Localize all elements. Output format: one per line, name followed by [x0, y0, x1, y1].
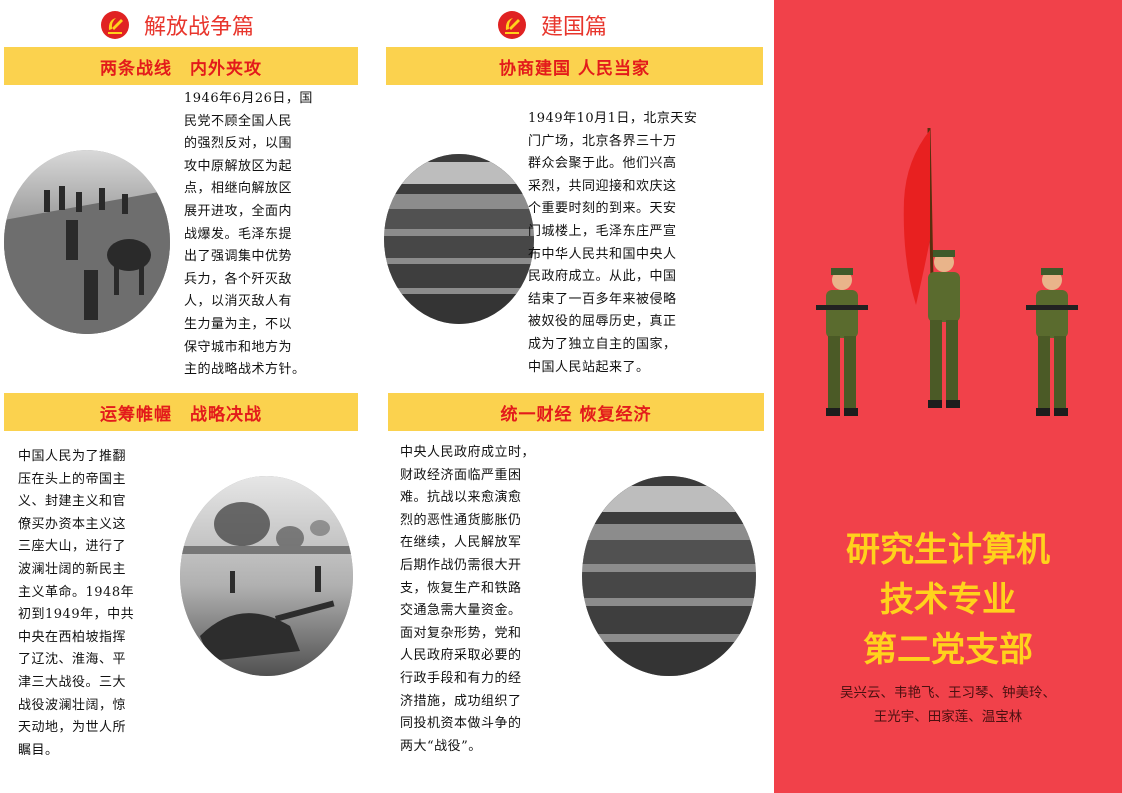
text-line: 僚买办资本主义这 [18, 516, 127, 532]
text-line: 采烈，共同迎接和欢庆这 [528, 178, 677, 194]
text-line: 战爆发。毛泽东提 [184, 226, 293, 242]
text-line: 交通急需大量资金。 [400, 603, 522, 619]
text-line: 民党不顾全国人民 [184, 113, 293, 129]
text-line: 天动地，为世人所 [18, 720, 127, 736]
right-soldier [1026, 268, 1078, 416]
text-line: 中央人民政府成立时， [400, 445, 536, 460]
left-soldier [816, 268, 868, 416]
text-line: 中央在西柏坡指挥 [18, 629, 127, 645]
text-line: 攻中原解放区为起 [184, 158, 293, 174]
text-line: 义、封建主义和官 [18, 494, 127, 510]
section-heading-text: 两条战线 内外夹攻 [100, 58, 262, 79]
text-line: 财政经济面临严重困 [400, 467, 522, 483]
text-line: 压在头上的帝国主 [18, 471, 127, 487]
text-line: 民政府成立。从此，中国 [528, 269, 677, 285]
text-line: 面对复杂形势，党和 [400, 625, 522, 641]
text-line: 展开进攻，全面内 [184, 203, 293, 219]
economy-paragraph: 中央人民政府成立时， 财政经济面临严重困 难。抗战以来愈演愈 烈的恶性通货膨胀仍… [400, 442, 580, 758]
economy-group-photo [582, 476, 756, 676]
cover-title: 研究生计算机 技术专业 第二党支部 [774, 525, 1122, 675]
text-line: 布中华人民共和国中央人 [528, 246, 677, 262]
section-heading-founding: 协商建国 人民当家 [386, 47, 763, 85]
text-line: 瞩目。 [18, 742, 59, 758]
text-line: 战役波澜壮阔，惊 [18, 697, 127, 713]
text-line: 初到1949年，中共 [18, 607, 135, 623]
cover-title-line: 技术专业 [880, 580, 1016, 620]
founding-group-image [384, 154, 534, 324]
section-heading-economy: 统一财经 恢复经济 [388, 393, 764, 431]
battlefield-image [180, 476, 353, 676]
section1-paragraph: 1946年6月26日，国 民党不顾全国人民 的强烈反对，以围 攻中原解放区为起 … [184, 88, 359, 382]
section2-paragraph: 中国人民为了推翻 压在头上的帝国主 义、封建主义和官 僚买办资本主义这 三座大山… [18, 446, 173, 762]
text-line: 主的战略战术方针。 [184, 362, 306, 378]
left-column-title-text: 解放战争篇 [144, 15, 255, 40]
text-line: 波澜壮阔的新民主 [18, 561, 127, 577]
center-soldier [928, 250, 960, 408]
text-line: 点，相继向解放区 [184, 181, 293, 197]
text-line: 门广场，北京各界三十万 [528, 133, 677, 149]
member-line: 吴兴云、韦艳飞、王习琴、钟美玲、 [840, 685, 1056, 701]
member-line: 王光宇、田家莲、温宝林 [873, 709, 1023, 725]
economy-group-image [582, 476, 756, 676]
text-line: 济措施，成功组织了 [400, 693, 522, 709]
party-emblem-icon [498, 11, 526, 39]
text-line: 门城楼上，毛泽东庄严宣 [528, 223, 677, 239]
text-line: 两大“战役”。 [400, 738, 482, 754]
text-line: 中国人民站起来了。 [528, 359, 650, 375]
founding-paragraph: 1949年10月1日，北京天安 门广场，北京各界三十万 群众会聚于此。他们兴高 … [528, 108, 753, 379]
text-line: 成为了独立自主的国家， [528, 336, 677, 352]
text-line: 出了强调集中优势 [184, 249, 293, 265]
text-line: 的强烈反对，以围 [184, 136, 293, 152]
battlefield-photo [180, 476, 353, 676]
text-line: 了辽沈、淮海、平 [18, 652, 127, 668]
text-line: 支，恢复生产和铁路 [400, 580, 522, 596]
text-line: 人，以消灭敌人有 [184, 294, 293, 310]
text-line: 人民政府采取必要的 [400, 648, 522, 664]
text-line: 群众会聚于此。他们兴高 [528, 156, 677, 172]
cover-title-line: 研究生计算机 [846, 530, 1050, 570]
text-line: 生力量为主，不以 [184, 316, 293, 332]
section-heading-two-fronts: 两条战线 内外夹攻 [4, 47, 358, 85]
text-line: 行政手段和有力的经 [400, 670, 522, 686]
section-heading-text: 统一财经 恢复经济 [500, 404, 652, 425]
text-line: 同投机资本做斗争的 [400, 716, 522, 732]
section-heading-text: 运筹帷幄 战略决战 [100, 404, 262, 425]
text-line: 难。抗战以来愈演愈 [400, 490, 522, 506]
text-line: 主义革命。1948年 [18, 584, 135, 600]
section-heading-text: 协商建国 人民当家 [499, 58, 650, 79]
text-line: 结束了一百多年来被侵略 [528, 291, 677, 307]
text-line: 1949年10月1日，北京天安 [528, 111, 698, 126]
left-column-title: 解放战争篇 [100, 5, 254, 45]
text-line: 在继续，人民解放军 [400, 535, 522, 551]
text-line: 后期作战仍需很大开 [400, 557, 522, 573]
member-list: 吴兴云、韦艳飞、王习琴、钟美玲、 王光宇、田家莲、温宝林 [774, 681, 1122, 729]
section-heading-strategic-battle: 运筹帷幄 战略决战 [4, 393, 358, 431]
text-line: 1946年6月26日，国 [184, 91, 313, 106]
text-line: 中国人民为了推翻 [18, 449, 127, 464]
war-march-image [4, 150, 170, 334]
text-line: 烈的恶性通货膨胀仍 [400, 512, 522, 528]
cover-title-line: 第二党支部 [863, 630, 1033, 670]
text-line: 兵力，各个歼灭敌 [184, 271, 293, 287]
text-line: 被奴役的屈辱历史，真正 [528, 314, 677, 330]
founding-group-photo [384, 154, 534, 324]
text-line: 津三大战役。三大 [18, 674, 127, 690]
text-line: 个重要时刻的到来。天安 [528, 201, 677, 217]
text-line: 三座大山，进行了 [18, 539, 127, 555]
middle-column-title-text: 建国篇 [541, 15, 608, 40]
middle-column-title: 建国篇 [497, 5, 607, 45]
soldiers-with-flag-illustration [816, 127, 1078, 416]
war-march-photo [4, 150, 170, 334]
text-line: 保守城市和地方为 [184, 339, 293, 355]
party-emblem-icon [101, 11, 129, 39]
